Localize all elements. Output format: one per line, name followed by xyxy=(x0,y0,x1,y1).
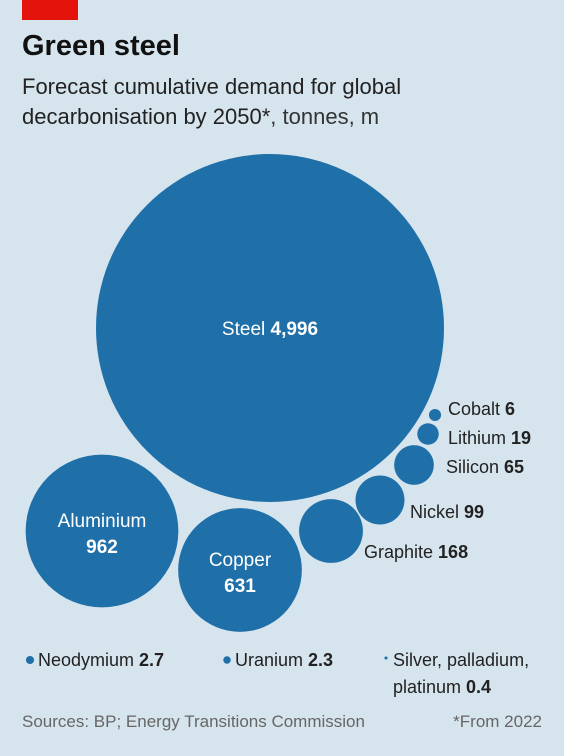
bubble-silicon xyxy=(394,445,434,485)
bubble-nickel xyxy=(355,475,405,525)
label-steel: Steel 4,996 xyxy=(222,319,318,340)
bubble-aluminium xyxy=(25,454,179,608)
footnote-text: *From 2022 xyxy=(453,712,542,731)
bubble-neodymium xyxy=(25,655,35,665)
label-uranium: Uranium 2.3 xyxy=(235,650,333,670)
label-nickel: Nickel 99 xyxy=(410,502,484,522)
bubble-silver-palladium-platinum xyxy=(384,656,388,660)
label-silicon: Silicon 65 xyxy=(446,457,524,477)
chart-title: Green steel xyxy=(22,30,180,62)
label-aluminium: Aluminium 962 xyxy=(58,511,147,558)
bubble-lithium xyxy=(417,423,439,445)
bubble-graphite xyxy=(299,499,363,563)
label-copper: Copper 631 xyxy=(209,550,272,597)
label-cobalt: Cobalt 6 xyxy=(448,399,515,419)
footer: Sources: BP; Energy Transitions Commissi… xyxy=(22,712,542,732)
bubble-uranium xyxy=(223,656,231,664)
bubble-cobalt xyxy=(428,408,442,422)
label-lithium: Lithium 19 xyxy=(448,428,531,448)
accent-bar xyxy=(22,0,78,20)
label-graphite: Graphite 168 xyxy=(364,542,468,562)
label-silver-palladium-platinum: Silver, palladium, platinum 0.4 xyxy=(393,650,529,697)
sources-text: Sources: BP; Energy Transitions Commissi… xyxy=(22,712,365,731)
bubble-copper xyxy=(178,508,302,632)
bubble-steel xyxy=(96,154,444,502)
chart-subtitle: Forecast cumulative demand for global de… xyxy=(22,72,542,132)
subtitle-unit: , tonnes, m xyxy=(270,104,380,129)
subtitle-main: Forecast cumulative demand for global de… xyxy=(22,74,402,129)
label-neodymium: Neodymium 2.7 xyxy=(38,650,164,670)
